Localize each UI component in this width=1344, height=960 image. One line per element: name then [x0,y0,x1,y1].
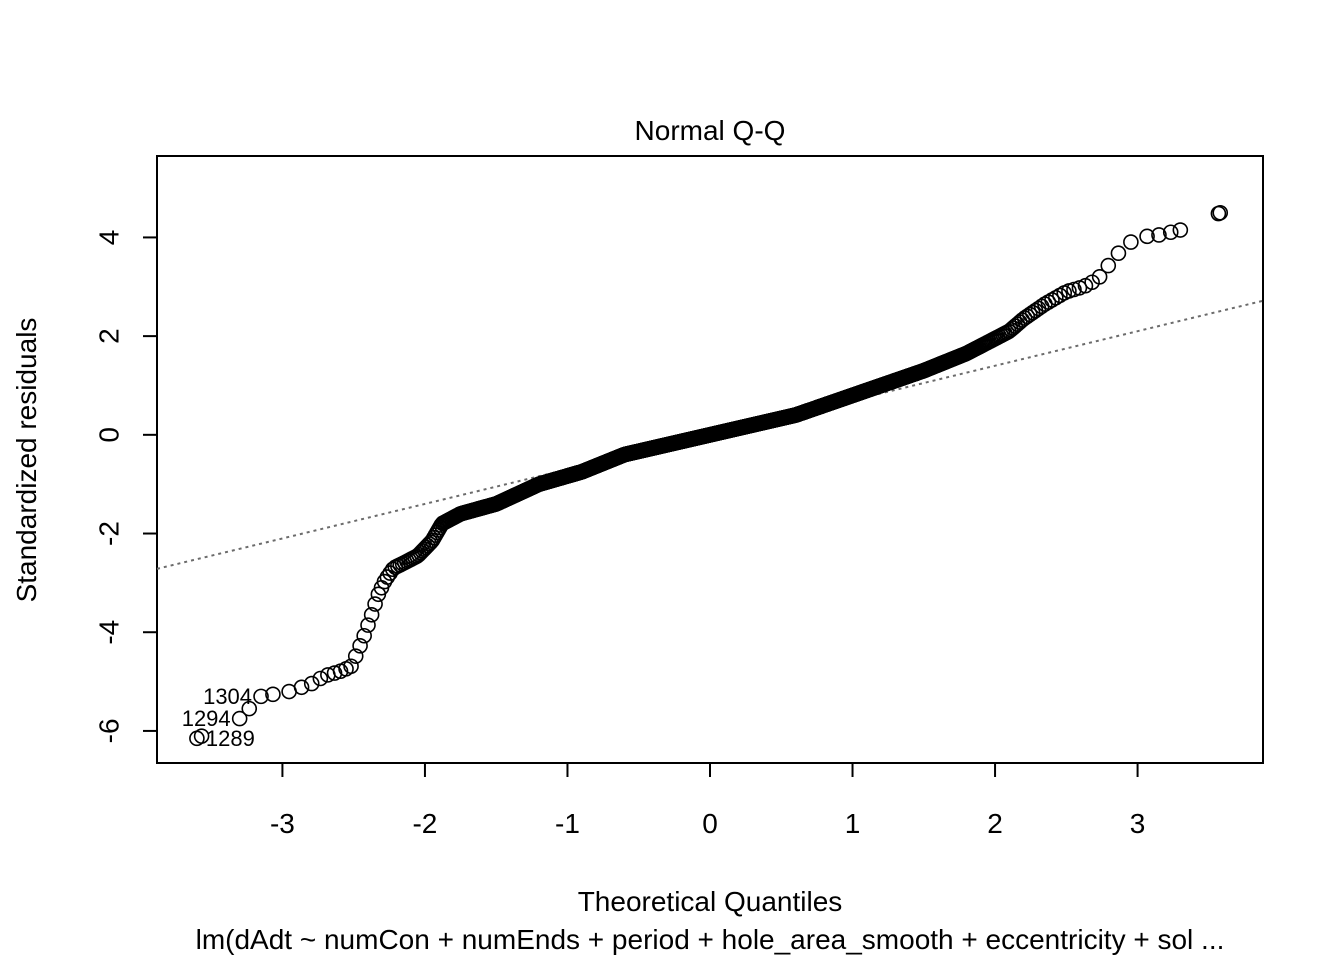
data-point [1139,228,1155,245]
data-point [360,617,376,633]
data-point [1014,312,1030,328]
data-point [356,627,372,644]
y-axis-label: Standardized residuals [11,318,42,603]
data-point [1123,234,1139,250]
data-point [312,670,329,687]
data-point [241,700,258,717]
y-tick-label: -2 [94,521,125,546]
data-point [367,596,383,612]
data-point [1151,227,1167,243]
data-point [1048,289,1064,306]
data-point [293,679,310,696]
data-point [1212,204,1229,221]
y-axis: -6 -4 -2 0 2 4 [94,230,158,743]
x-tick-label: -2 [412,808,437,839]
y-tick-label: 2 [94,328,125,344]
data-points [189,204,1229,747]
data-point [343,658,359,675]
data-point [231,710,248,727]
model-caption: lm(dAdt ~ numCon + numEnds + period + ho… [196,924,1225,955]
x-axis: -3 -2 -1 0 1 2 3 [270,762,1146,839]
y-tick-label: -6 [94,718,125,743]
data-point [1091,269,1108,285]
data-point [1040,294,1057,310]
chart-title: Normal Q-Q [635,115,786,146]
x-tick-label: 0 [702,808,718,839]
data-point [189,730,205,747]
data-point [303,675,320,692]
x-axis-label: Theoretical Quantiles [578,886,843,917]
data-point [352,638,368,654]
data-point [1162,224,1179,241]
y-tick-label: -4 [94,620,125,645]
y-tick-label: 0 [94,427,125,443]
data-point [1044,292,1060,308]
data-point [326,665,343,681]
data-point [363,606,380,623]
data-point [379,569,396,585]
data-point [253,688,269,705]
outlier-label: 1289 [206,726,255,751]
x-tick-label: -1 [555,808,580,839]
x-tick-label: -3 [270,808,295,839]
data-point [347,648,364,664]
outlier-label: 1294 [182,706,231,731]
data-point [265,686,281,703]
data-point [1110,245,1127,262]
y-tick-label: 4 [94,230,125,246]
data-point [1172,222,1189,238]
x-tick-label: 3 [1130,808,1146,839]
x-tick-label: 1 [845,808,861,839]
outlier-label: 1304 [203,684,252,709]
data-point [376,573,393,590]
x-tick-label: 2 [987,808,1003,839]
data-point [1100,257,1117,274]
